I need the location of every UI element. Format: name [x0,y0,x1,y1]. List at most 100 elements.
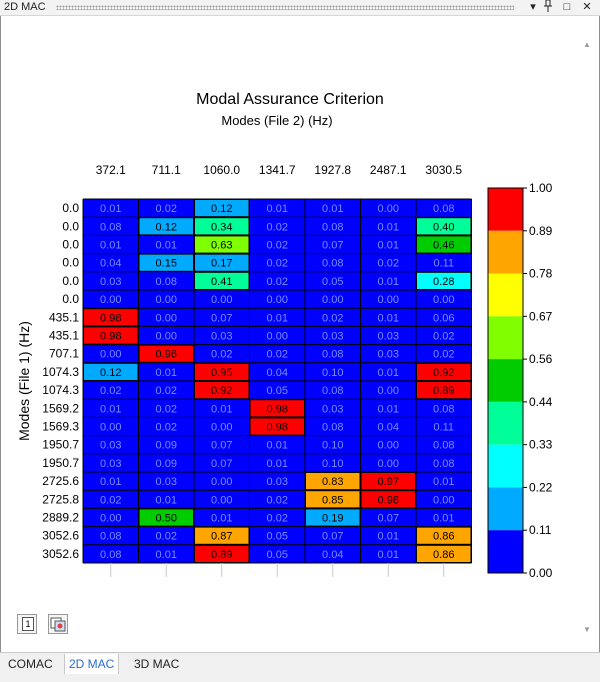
y-tick-label: 0.0 [62,201,79,215]
close-icon[interactable]: ✕ [582,1,592,13]
heatmap-cell-value: 0.07 [211,440,232,452]
heatmap-cell [249,453,305,472]
color-scale-label: 0.22 [529,480,553,494]
tab-comac[interactable]: COMAC [8,657,53,671]
heatmap-cell-value: 0.00 [378,458,399,470]
heatmap-cell [83,217,139,236]
heatmap-cell-value: 0.12 [211,203,232,215]
x-tick-label: 2487.1 [370,163,407,177]
heatmap-cell-value: 0.00 [100,294,121,306]
x-tick-label: 1341.7 [259,163,296,177]
heatmap-cell-value: 0.08 [433,458,454,470]
heatmap-cell [360,344,416,363]
heatmap-cell-value: 0.00 [156,331,177,343]
heatmap-cell-value: 0.05 [322,276,343,288]
heatmap-cell [249,381,305,400]
tab-3d-mac[interactable]: 3D MAC [134,657,180,671]
heatmap-cell-value: 0.92 [433,367,454,379]
pin-icon[interactable] [541,0,555,14]
heatmap-cell [305,490,361,509]
x-tick-label: 1927.8 [314,163,351,177]
color-scale-label: 0.56 [529,352,553,366]
heatmap-cell-value: 0.04 [100,258,121,270]
heatmap-cell-value: 0.08 [322,385,343,397]
heatmap-cell [194,235,250,254]
heatmap-cell [360,271,416,290]
heatmap-cell-value: 0.01 [433,476,454,488]
heatmap-cell-value: 0.03 [100,440,121,452]
heatmap-cell [194,472,250,491]
heatmap-cell-value: 0.04 [322,549,343,561]
heatmap-cell-value: 0.83 [322,476,343,488]
heatmap-cell-value: 0.01 [378,549,399,561]
heatmap-cell-value: 0.08 [433,403,454,415]
heatmap-cell-value: 0.96 [156,349,177,361]
heatmap-cell [249,399,305,418]
heatmap-cell [360,399,416,418]
scroll-down-arrow-icon[interactable]: ▼ [583,625,591,634]
heatmap-cell-value: 0.04 [267,367,288,379]
view-one-button[interactable]: 1 [17,614,37,634]
heatmap-cell-value: 0.10 [322,440,343,452]
heatmap-cell-value: 0.08 [322,258,343,270]
heatmap-cell-value: 0.00 [433,494,454,506]
heatmap-cell [416,453,472,472]
dropdown-icon[interactable]: ▾ [530,1,536,13]
y-tick-label: 435.1 [49,329,79,343]
heatmap-cell-value: 0.08 [100,221,121,233]
tab-2d-mac[interactable]: 2D MAC [64,654,120,674]
heatmap-cell-value: 0.01 [156,240,177,252]
heatmap-cell-value: 0.02 [211,349,232,361]
heatmap-cell-value: 0.00 [211,494,232,506]
color-scale-segment [488,230,523,274]
scroll-up-arrow-icon[interactable]: ▲ [583,40,591,49]
restore-icon[interactable]: □ [563,1,571,13]
heatmap-cell [83,344,139,363]
heatmap-cell [83,253,139,272]
heatmap-cell-value: 0.03 [322,403,343,415]
heatmap-cell [249,417,305,436]
heatmap-cell [194,308,250,327]
heatmap-cell-value: 0.01 [211,403,232,415]
heatmap-cell [360,326,416,345]
heatmap-cell [138,217,194,236]
heatmap-cell-value: 0.08 [433,440,454,452]
heatmap-cell-value: 0.01 [322,203,343,215]
heatmap-cell-value: 0.12 [100,367,121,379]
heatmap-cell-value: 0.01 [156,549,177,561]
heatmap-cell [83,453,139,472]
heatmap-cell [138,308,194,327]
heatmap-cell [249,290,305,309]
heatmap-cell-value: 0.00 [156,294,177,306]
heatmap-cell-value: 0.28 [433,276,454,288]
heatmap-cell-value: 0.00 [211,476,232,488]
heatmap-cell-value: 0.50 [156,513,177,525]
heatmap-cell-value: 0.02 [156,403,177,415]
heatmap-cell [416,472,472,491]
heatmap-cell [249,526,305,545]
heatmap-cell-value: 0.08 [322,221,343,233]
heatmap-cell-value: 0.01 [100,403,121,415]
heatmap-cell-value: 0.92 [211,385,232,397]
heatmap-cell-value: 0.11 [433,422,454,434]
heatmap-cell [194,526,250,545]
heatmap-cell [305,453,361,472]
heatmap-cell-value: 0.08 [156,276,177,288]
heatmap-cell-value: 0.00 [100,513,121,525]
y-tick-label: 3052.6 [42,529,79,543]
color-scale-label: 1.00 [529,181,553,195]
color-scale-label: 0.11 [529,523,552,537]
heatmap-cell-value: 0.00 [156,312,177,324]
y-tick-label: 0.0 [62,292,79,306]
heatmap-cell [305,381,361,400]
heatmap-cell [249,199,305,218]
heatmap-cell-value: 0.01 [156,494,177,506]
copy-image-button[interactable] [48,614,68,634]
heatmap-cell [360,508,416,527]
color-scale-segment [488,188,523,231]
heatmap-cell [305,290,361,309]
heatmap-cell-value: 0.02 [378,258,399,270]
heatmap-cell-value: 0.01 [378,276,399,288]
drag-handle[interactable] [56,5,514,10]
heatmap-cell-value: 0.03 [378,349,399,361]
